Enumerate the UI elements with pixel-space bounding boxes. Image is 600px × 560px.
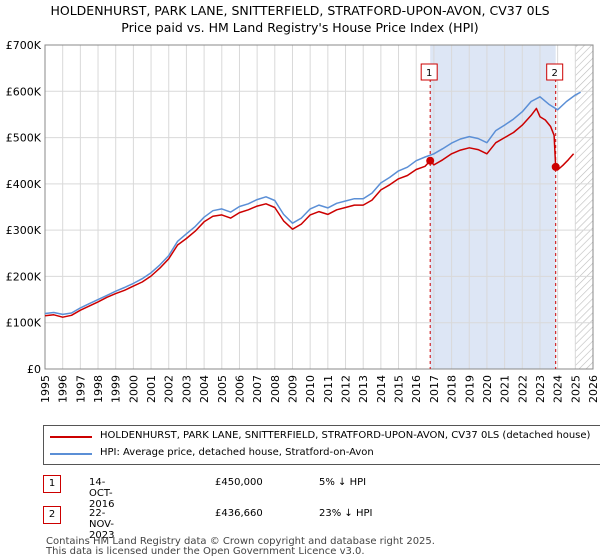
y-tick-label: £400K: [6, 178, 42, 191]
x-tick-label: 2005: [216, 375, 229, 403]
y-tick-label: £300K: [6, 224, 42, 237]
x-tick-label: 2018: [446, 375, 459, 403]
x-tick-label: 2023: [534, 375, 547, 403]
transaction-marker-badge: 2: [43, 506, 61, 524]
hpi-line: [44, 91, 581, 316]
property-price-line: [44, 107, 575, 318]
x-tick-label: 2011: [322, 375, 335, 403]
y-tick-label: £500K: [6, 132, 42, 145]
x-tick-label: 2004: [198, 375, 211, 403]
sale-label-box: 2: [546, 63, 564, 81]
x-tick-label: 2006: [233, 375, 246, 403]
x-tick-label: 1997: [74, 375, 87, 403]
transaction-hpi-diff: 23% ↓ HPI: [319, 508, 373, 519]
chart-title: HOLDENHURST, PARK LANE, SNITTERFIELD, ST…: [50, 3, 550, 18]
price-chart: £0 £100K £200K £300K £400K £500K £600K £700K 199…: [6, 39, 600, 403]
x-tick-label: 2019: [463, 375, 476, 403]
x-tick-label: 1999: [110, 375, 123, 403]
footer-license: This data is licensed under the Open Gov…: [46, 546, 365, 557]
x-tick-label: 2010: [304, 375, 317, 403]
y-tick-label: £100K: [6, 317, 42, 330]
chart-subtitle: Price paid vs. HM Land Registry's House …: [121, 20, 479, 35]
legend: HOLDENHURST, PARK LANE, SNITTERFIELD, ST…: [43, 425, 600, 465]
sale-point: [551, 162, 560, 171]
x-tick-label: 2012: [340, 375, 353, 403]
y-tick-label: £0: [27, 363, 41, 376]
shaded-period: [430, 45, 556, 369]
y-tick-label: £600K: [6, 85, 42, 98]
x-tick-label: 2025: [569, 375, 582, 403]
x-tick-label: 2016: [410, 375, 423, 403]
x-tick-label: 2003: [180, 375, 193, 403]
sale-label-frame: [420, 63, 438, 81]
legend-label-property: HOLDENHURST, PARK LANE, SNITTERFIELD, ST…: [100, 430, 591, 441]
sale-label-text: 2: [552, 68, 558, 79]
y-tick-label: £700K: [6, 39, 42, 52]
transaction-price: £450,000: [215, 477, 263, 488]
forecast-region: [575, 45, 593, 369]
x-tick-label: 1995: [39, 375, 52, 403]
sale-label-box: 1: [420, 63, 438, 81]
x-tick-label: 2015: [393, 375, 406, 403]
sale-point: [426, 156, 435, 165]
x-tick-label: 1998: [92, 375, 105, 403]
transaction-date: 14-OCT-2016: [89, 477, 115, 510]
x-tick-label: 2008: [269, 375, 282, 403]
x-tick-label: 2024: [552, 375, 565, 403]
legend-label-hpi: HPI: Average price, detached house, Stra…: [100, 447, 374, 458]
x-tick-label: 2001: [145, 375, 158, 403]
x-tick-label: 2014: [375, 375, 388, 403]
transaction-marker-badge: 1: [43, 475, 61, 493]
x-tick-label: 1996: [57, 375, 70, 403]
x-tick-label: 2021: [499, 375, 512, 403]
x-tick-label: 2009: [286, 375, 299, 403]
footer-copyright: Contains HM Land Registry data © Crown c…: [46, 536, 435, 547]
plot-border: [44, 44, 594, 370]
legend-swatch-property: [50, 436, 92, 438]
sale-label-frame: [546, 63, 564, 81]
x-tick-label: 2007: [251, 375, 264, 403]
x-tick-label: 2020: [481, 375, 494, 403]
transaction-hpi-diff: 5% ↓ HPI: [319, 477, 367, 488]
x-tick-label: 2013: [357, 375, 370, 403]
transaction-date: 22-NOV-2023: [89, 508, 115, 541]
x-tick-label: 2002: [163, 375, 176, 403]
x-tick-label: 2017: [428, 375, 441, 403]
transaction-price: £436,660: [215, 508, 263, 519]
y-tick-label: £200K: [6, 270, 42, 283]
x-tick-label: 2022: [516, 375, 529, 403]
sale-label-text: 1: [426, 68, 432, 79]
legend-swatch-hpi: [50, 453, 92, 455]
x-tick-label: 2000: [127, 375, 140, 403]
x-tick-label: 2026: [587, 375, 600, 403]
